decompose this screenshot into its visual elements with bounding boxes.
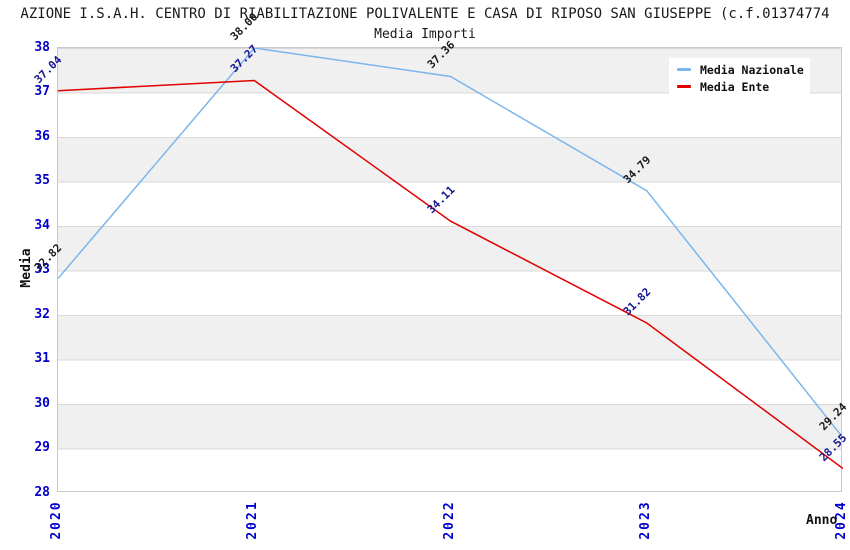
y-tick-label: 28: [34, 484, 50, 500]
y-tick-label: 37: [34, 84, 50, 99]
legend-label: Media Ente: [700, 79, 770, 94]
y-axis-title: Media: [19, 248, 34, 288]
legend-item-media-nazionale: Media Nazionale: [669, 61, 810, 78]
y-tick-label: 36: [34, 128, 50, 144]
y-tick-label: 32: [34, 306, 50, 322]
legend: Media Nazionale Media Ente: [669, 58, 810, 99]
chart-title: AZIONE I.S.A.H. CENTRO DI RIABILITAZIONE…: [20, 6, 830, 22]
series-line-media-ente: [58, 79, 843, 470]
series-line-media-nazionale: [58, 48, 843, 439]
x-tick-label: 2023: [637, 500, 653, 540]
y-tick-label: 29: [34, 440, 50, 455]
y-tick-label: 35: [34, 173, 50, 188]
y-tick-label: 31: [34, 351, 50, 366]
legend-line-swatch: [677, 85, 691, 88]
legend-line-swatch: [677, 68, 691, 71]
y-tick-label: 33: [34, 262, 50, 277]
x-tick-label: 2022: [441, 500, 457, 540]
y-tick-label: 30: [34, 395, 50, 411]
line-series-canvas: [58, 48, 843, 470]
chart-subtitle: Media Importi: [374, 27, 476, 42]
legend-item-media-ente: Media Ente: [669, 78, 810, 95]
y-tick-label: 34: [34, 217, 50, 233]
x-axis-title: Anno: [806, 513, 838, 528]
x-tick-label: 2020: [49, 500, 64, 540]
x-tick-label: 2021: [245, 500, 261, 540]
y-tick-label: 38: [34, 39, 50, 55]
plot-area: [57, 47, 843, 492]
legend-label: Media Nazionale: [700, 62, 804, 77]
